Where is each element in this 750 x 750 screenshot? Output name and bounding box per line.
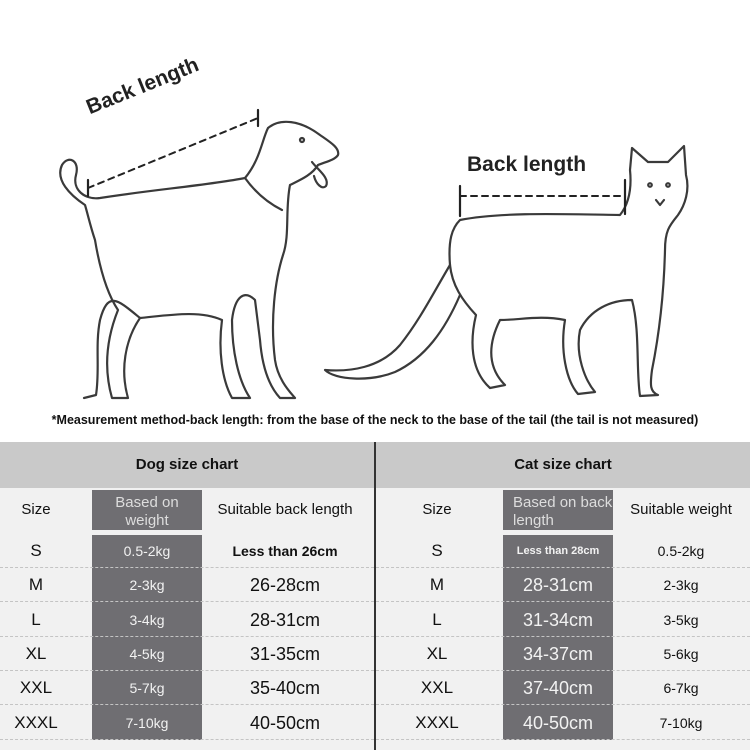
weight-cell: 3-4kg [129,611,165,628]
table-row: S 0.5-2kg Less than 26cm [0,534,374,568]
weight-cell: 3-5kg [663,611,699,628]
weight-cell: 6-7kg [663,680,699,697]
cat-back-length-label: Back length [467,153,587,176]
table-row: XL 34-37cm 5-6kg [376,637,750,671]
size-cell: XXL [19,678,53,698]
table-row: XL 4-5kg 31-35cm [0,637,374,671]
chart-divider [374,442,376,750]
cat-size-chart: Cat size chart Size Based on back length… [376,442,750,750]
size-cell: XXL [420,678,454,698]
weight-cell: 4-5kg [129,645,165,662]
length-cell: 37-40cm [522,678,594,699]
table-row: L 31-34cm 3-5kg [376,603,750,637]
pet-illustration [59,108,689,400]
size-cell: XL [426,643,448,663]
table-row: XXXL 40-50cm 7-10kg [376,706,750,740]
dog-chart-title: Dog size chart [0,442,374,488]
table-row: XXXL 7-10kg 40-50cm [0,706,374,740]
dog-header-size: Size [21,501,51,518]
weight-cell: 0.5-2kg [657,543,705,559]
size-cell: XL [25,643,47,663]
weight-cell: 7-10kg [659,714,703,731]
table-row: M 28-31cm 2-3kg [376,568,750,603]
length-cell: 26-28cm [249,575,321,596]
length-cell: 34-37cm [522,643,594,664]
length-cell: 28-31cm [522,575,594,596]
size-cell: L [31,609,41,629]
table-row: L 3-4kg 28-31cm [0,603,374,637]
size-cell: S [431,541,443,560]
dog-outline-icon [59,120,340,400]
weight-cell: 0.5-2kg [123,543,171,559]
size-cell: M [429,575,445,595]
table-row: XXL 37-40cm 6-7kg [376,671,750,706]
size-cell: XXXL [415,712,459,732]
table-row: M 2-3kg 26-28cm [0,568,374,603]
length-cell: 40-50cm [249,712,321,733]
weight-cell: 5-7kg [129,680,165,697]
cat-header-length: Based on back length [513,494,613,529]
weight-cell: 2-3kg [663,577,699,594]
size-cell: XXXL [14,712,58,732]
length-cell: 31-35cm [249,643,321,664]
weight-cell: 2-3kg [129,577,165,594]
size-cell: M [28,575,44,595]
cat-header-weight: Suitable weight [630,501,732,518]
weight-cell: 7-10kg [125,714,169,731]
length-cell: 35-40cm [249,678,321,699]
length-cell: Less than 28cm [516,545,600,557]
dog-header-length: Suitable back length [217,501,353,518]
length-cell: Less than 26cm [232,543,338,559]
table-row: S Less than 28cm 0.5-2kg [376,534,750,568]
cat-chart-title: Cat size chart [376,442,750,488]
length-cell: 31-34cm [522,609,594,630]
length-cell: 28-31cm [249,609,321,630]
size-cell: S [30,541,42,560]
size-cell: L [432,609,442,629]
cat-header-size: Size [422,501,452,518]
dog-header-weight: Based on weight [115,494,179,529]
measurement-note: *Measurement method-back length: from th… [51,413,699,427]
dog-size-chart: Dog size chart Size Based on weight Suit… [0,442,374,750]
weight-cell: 5-6kg [663,645,699,662]
table-row: XXL 5-7kg 35-40cm [0,671,374,706]
cat-outline-icon [323,144,689,398]
length-cell: 40-50cm [522,712,594,733]
dog-back-length-line [87,117,259,189]
